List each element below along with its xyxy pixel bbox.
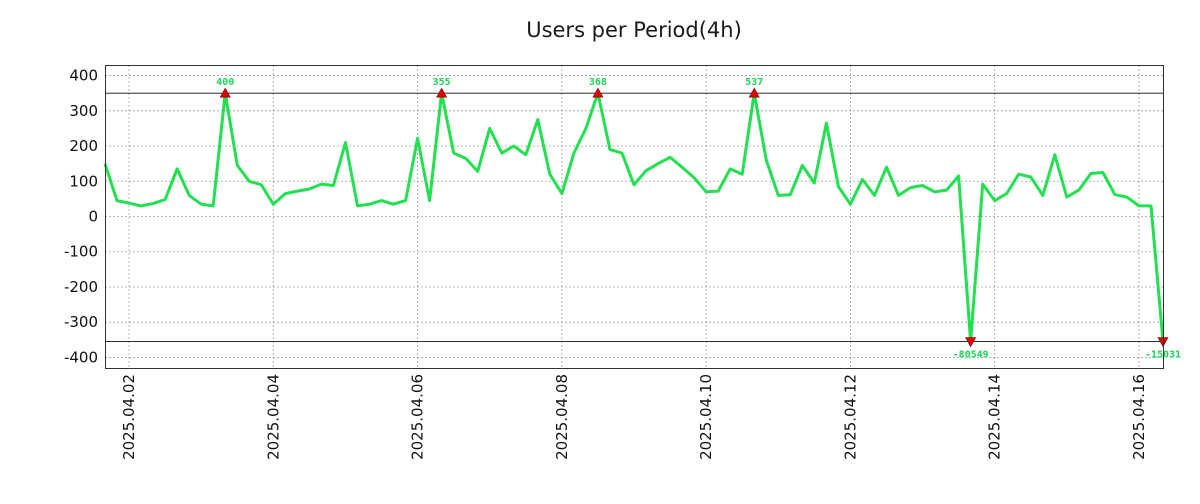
x-tick-label: 2025.04.02 [120, 374, 138, 460]
y-tick-label: -200 [64, 278, 98, 296]
upper-clip-marker [592, 87, 604, 98]
data-label: 368 [589, 77, 607, 88]
x-tick-label: 2025.04.04 [264, 374, 282, 460]
y-tick-label: 400 [69, 67, 98, 85]
x-tick-label: 2025.04.16 [1130, 374, 1148, 460]
chart-title: Users per Period(4h) [526, 18, 742, 42]
plot-frame [105, 65, 1164, 369]
data-label: 355 [433, 77, 451, 88]
y-tick-label: 300 [69, 102, 98, 120]
x-tick-label: 2025.04.08 [553, 374, 571, 460]
grid-lines [105, 65, 1163, 368]
upper-clip-marker [748, 87, 760, 98]
data-label: -80549 [953, 350, 989, 361]
y-tick-label: -300 [64, 313, 98, 331]
y-tick-label: 200 [69, 137, 98, 155]
lower-clip-marker [965, 337, 977, 348]
marker-layer: 400 355 368 537-80549 -15031 [216, 77, 1181, 360]
x-axis-ticks: 2025.04.02 2025.04.04 2025.04.06 2025.04.08… [120, 374, 1148, 460]
y-tick-label: 100 [69, 172, 98, 190]
y-axis-ticks: 400 300 200 100 0 -100 -200 -300 -400 [64, 67, 98, 367]
y-tick-label: 0 [88, 208, 98, 226]
series-line-users [103, 91, 1165, 344]
series-layer [103, 91, 1165, 344]
data-label: 400 [216, 77, 234, 88]
upper-clip-marker [436, 87, 448, 98]
data-label: 537 [745, 77, 763, 88]
x-tick-label: 2025.04.14 [986, 374, 1004, 460]
upper-clip-marker [219, 87, 231, 98]
x-tick-label: 2025.04.06 [409, 374, 427, 460]
y-tick-label: -100 [64, 243, 98, 261]
y-tick-label: -400 [64, 348, 98, 366]
x-tick-label: 2025.04.10 [697, 374, 715, 460]
x-tick-label: 2025.04.12 [841, 374, 859, 460]
clip-bound-lines [105, 92, 1163, 343]
